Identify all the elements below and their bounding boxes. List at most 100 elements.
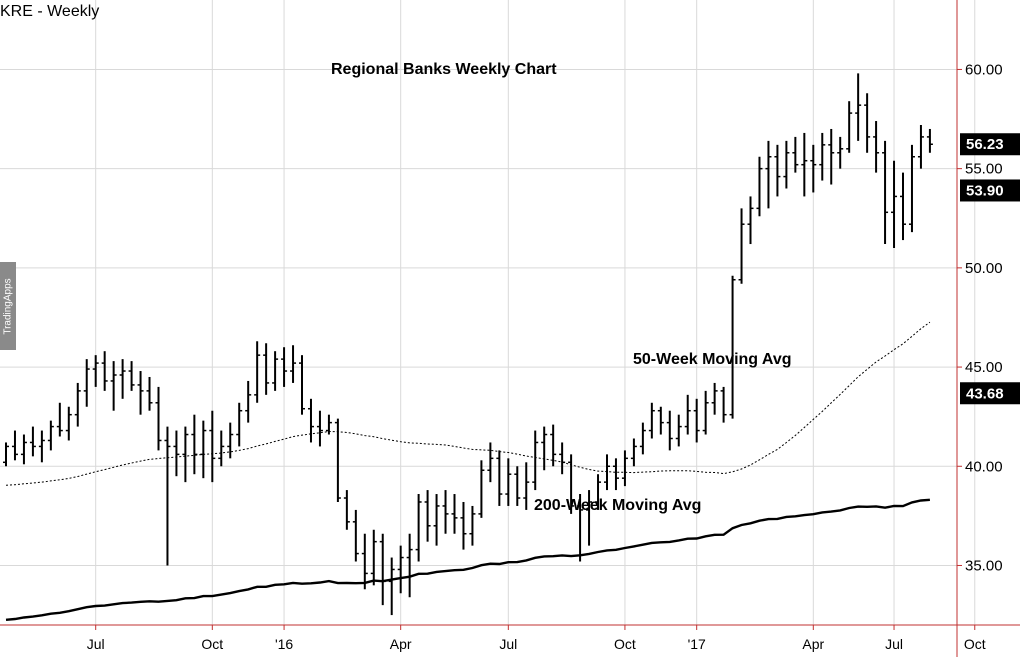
ohlc-bar [83,359,90,407]
price-flag: 43.68 [960,382,1020,405]
ohlc-bar [469,505,476,546]
ohlc-bar [595,474,602,510]
x-tick-label: Oct [201,636,223,652]
y-tick-label: 35.00 [965,557,1003,574]
ohlc-bar [514,466,521,506]
ohlc-bar [352,509,359,562]
x-tick-label: Jul [885,636,903,652]
ohlc-bar [882,140,889,245]
x-tick-label: Oct [964,636,986,652]
ohlc-bar [900,172,906,241]
ohlc-bar [926,128,933,153]
price-flag: 53.90 [960,179,1020,202]
ma-200-path [5,498,930,621]
ma-200-annotation: 200-Week Moving Avg [534,497,701,514]
ohlc-bar [245,380,252,423]
ma-50-annotation: 50-Week Moving Avg [633,351,792,368]
ohlc-bar [65,406,72,441]
ohlc-bar [137,371,144,415]
ohlc-bar [110,361,117,411]
ohlc-bar [218,430,225,467]
ohlc-bar [864,93,871,153]
ohlc-bar [837,136,844,169]
y-tick-label: 60.00 [965,61,1003,78]
x-axis-labels: Jul Oct '16 Apr Jul Oct '17 Apr Jul Oct [87,636,986,652]
ohlc-bar [173,430,180,477]
ohlc-bar [908,144,915,233]
ohlc-bar [119,359,126,399]
ohlc-bar [819,132,826,181]
symbol-title: KRE - Weekly [0,3,99,20]
ohlc-bar [406,533,413,598]
ohlc-bar [702,390,709,435]
ohlc-bar [621,450,628,487]
ohlc-bar [254,341,261,403]
price-flag-text: 43.68 [966,385,1004,402]
ohlc-bar [101,351,108,391]
ohlc-bar [612,458,619,491]
price-flag-text: 53.90 [966,182,1004,199]
ohlc-bar [684,394,691,435]
ohlc-bar [155,386,162,451]
ohlc-bar [334,418,341,502]
ohlc-bar [379,533,386,606]
ohlc-bar [128,361,135,391]
ohlc-bar [505,458,512,506]
ohlc-bar [361,533,368,590]
ohlc-bar [639,422,646,455]
ohlc-bar [424,490,431,542]
ohlc-bar [20,434,27,465]
ohlc-bar [801,132,808,197]
ohlc-bar [92,355,99,387]
ohlc-bar [164,426,171,566]
grid-lines [0,0,976,625]
price-flag: 56.23 [960,133,1020,156]
ohlc-bar [648,402,655,439]
x-tick-label: Jul [87,636,105,652]
chart-title: Regional Banks Weekly Chart [331,61,557,78]
ohlc-bar [397,545,404,594]
ohlc-bar [541,426,548,471]
price-flag-bg [960,382,1020,405]
ohlc-bar [792,136,799,173]
price-flag-bg [960,179,1020,202]
y-tick-label: 40.00 [965,458,1003,475]
ohlc-bar [577,494,584,562]
ohlc-bar [3,442,9,467]
ohlc-bar [666,410,673,451]
ohlc-bar [227,422,234,459]
ohlc-bar [846,101,853,153]
ohlc-bar [810,144,817,193]
ohlc-bar [290,345,297,383]
ohlc-bar [200,420,207,479]
ohlc-bar [433,494,440,546]
ohlc-bar [586,490,593,546]
ohlc-bar [523,462,530,510]
ohlc-bar [209,410,216,483]
ohlc-bar [56,402,63,437]
x-tick-label: Oct [614,636,636,652]
ohlc-bar [415,494,422,562]
price-bars [3,73,933,616]
ohlc-bar [603,454,610,491]
ohlc-bar [873,121,880,173]
ohlc-bar [272,351,279,391]
x-tick-label: '17 [688,636,706,652]
ohlc-bar [828,128,835,185]
ohlc-bar [478,460,485,518]
ma-50-path [5,321,931,486]
ohlc-bar [675,414,682,447]
ohlc-bar [891,160,898,249]
ohlc-bar [343,490,350,530]
ma-200-line [5,498,930,621]
ohlc-bar [657,406,664,435]
ohlc-bar [532,430,539,491]
ohlc-bar [299,355,306,415]
ohlc-bar [917,125,924,169]
price-flag-text: 56.23 [966,136,1004,153]
ohlc-bar [855,73,862,141]
ohlc-bar [783,140,790,189]
ohlc-bar [325,414,332,435]
ohlc-bar [236,402,243,447]
